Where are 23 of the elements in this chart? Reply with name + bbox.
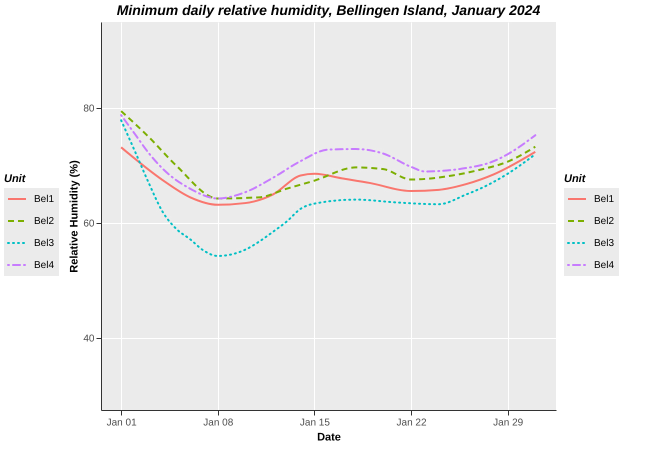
legend-label: Bel2 xyxy=(594,216,614,227)
x-tick-label: Jan 22 xyxy=(396,418,427,428)
y-tick-label: 40 xyxy=(83,334,95,345)
line-series xyxy=(120,146,536,206)
text: Bel4 xyxy=(34,260,54,271)
chart-title: Minimum daily relative humidity, Bellingen Island, January 2024 xyxy=(116,2,540,18)
text: Bel2 xyxy=(34,216,54,227)
x-tick-label: Jan 08 xyxy=(203,418,234,428)
x-tick-label: Jan 29 xyxy=(493,418,524,428)
x-axis-title: Date xyxy=(317,432,341,444)
y-tick-label: 60 xyxy=(83,218,95,230)
text: Bel1 xyxy=(34,194,54,205)
legend-label: Bel3 xyxy=(594,238,614,249)
text: Unit xyxy=(4,173,26,185)
text: Bel3 xyxy=(34,238,54,249)
x-tick-label: Jan 15 xyxy=(300,418,330,428)
x-tick-label: Jan 01 xyxy=(106,418,138,428)
legend-label: Bel4 xyxy=(594,260,614,271)
legend-title: Unit xyxy=(564,173,587,185)
legend-label: Bel1 xyxy=(594,194,614,205)
line-series xyxy=(120,119,536,257)
y-tick-label: 80 xyxy=(83,104,95,115)
y-axis-title: Relative Humidity (%) xyxy=(68,160,80,273)
